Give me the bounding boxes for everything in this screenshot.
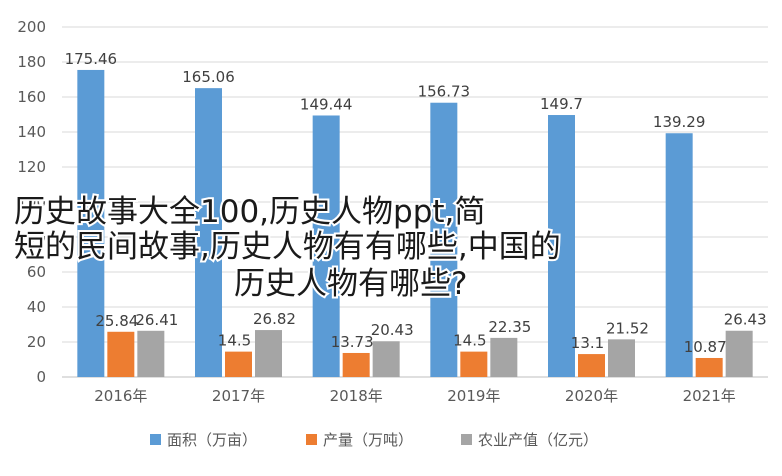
y-tick-label: 200 [17, 18, 46, 36]
y-tick-label: 160 [17, 88, 46, 106]
overlay-line-1: 历史故事大全100,历史人物ppt,简 [14, 194, 485, 230]
data-label: 149.44 [300, 95, 353, 113]
bar [548, 115, 575, 378]
bar [490, 337, 518, 377]
legend-label: 产量（万吨） [323, 431, 413, 449]
bar [608, 339, 635, 377]
bars [77, 69, 753, 378]
legend: 面积（万亩） 产量（万吨） 农业产值（亿元） [150, 431, 598, 449]
x-tick-label: 2021年 [683, 387, 736, 405]
legend-swatch [306, 434, 317, 445]
data-label: 149.7 [540, 95, 583, 113]
bar [77, 69, 105, 377]
x-tick-label: 2020年 [565, 387, 618, 405]
bar [460, 351, 488, 377]
overlay-line-3: 历史人物有哪些? [234, 266, 467, 302]
data-label: 26.82 [253, 310, 296, 328]
data-label: 14.5 [453, 332, 486, 350]
data-label: 20.43 [371, 321, 414, 339]
y-tick-label: 120 [17, 158, 46, 176]
bar [430, 102, 458, 377]
data-label: 175.46 [65, 50, 118, 68]
x-tick-label: 2016年 [94, 387, 147, 405]
y-tick-label: 20 [27, 333, 46, 351]
bar [665, 133, 693, 377]
bar [255, 330, 282, 377]
y-tick-label: 40 [27, 298, 46, 316]
data-labels: 175.4625.8426.41165.0614.526.82149.4413.… [65, 50, 767, 356]
data-label: 25.84 [95, 312, 138, 330]
bar [725, 330, 753, 377]
bar [578, 354, 605, 377]
gridlines [62, 26, 768, 378]
bar [342, 352, 370, 377]
data-label: 14.5 [218, 332, 251, 350]
legend-swatch [461, 434, 472, 445]
y-tick-label: 100 [17, 193, 46, 211]
data-label: 13.1 [571, 334, 604, 352]
data-label: 165.06 [182, 68, 235, 86]
data-label: 13.73 [331, 333, 374, 351]
data-label: 156.73 [418, 83, 471, 101]
legend-label: 农业产值（亿元） [478, 431, 598, 449]
data-label: 22.35 [488, 318, 531, 336]
legend-label: 面积（万亩） [167, 431, 257, 449]
data-label: 26.43 [724, 311, 767, 329]
y-tick-label: 180 [17, 53, 46, 71]
x-tick-label: 2019年 [447, 387, 500, 405]
bar [225, 351, 252, 377]
data-label: 26.41 [135, 311, 178, 329]
overlay-line-2: 短的民间故事,历史人物有有哪些,中国的 [14, 229, 561, 265]
x-tick-label: 2017年 [212, 387, 265, 405]
watermark-overlay: 历史故事大全100,历史人物ppt,简 短的民间故事,历史人物有有哪些,中国的 … [12, 192, 563, 304]
y-tick-label: 80 [27, 228, 46, 246]
y-tick-label: 0 [36, 368, 46, 386]
bar [695, 357, 723, 377]
x-axis-ticks: 2016年 2017年 2018年 2019年 2020年 2021年 [94, 387, 736, 405]
bar [107, 331, 135, 377]
bar [137, 330, 165, 377]
data-label: 139.29 [653, 113, 706, 131]
legend-swatch [150, 434, 161, 445]
y-tick-label: 140 [17, 123, 46, 141]
data-label: 10.87 [684, 338, 727, 356]
data-label: 21.52 [606, 319, 649, 337]
bar [312, 115, 340, 377]
y-tick-label: 60 [27, 263, 46, 281]
y-axis-ticks: 0 20 40 60 80 100 120 140 160 180 200 [17, 18, 46, 386]
bar [195, 88, 222, 378]
x-tick-label: 2018年 [330, 387, 383, 405]
bar [372, 341, 400, 377]
